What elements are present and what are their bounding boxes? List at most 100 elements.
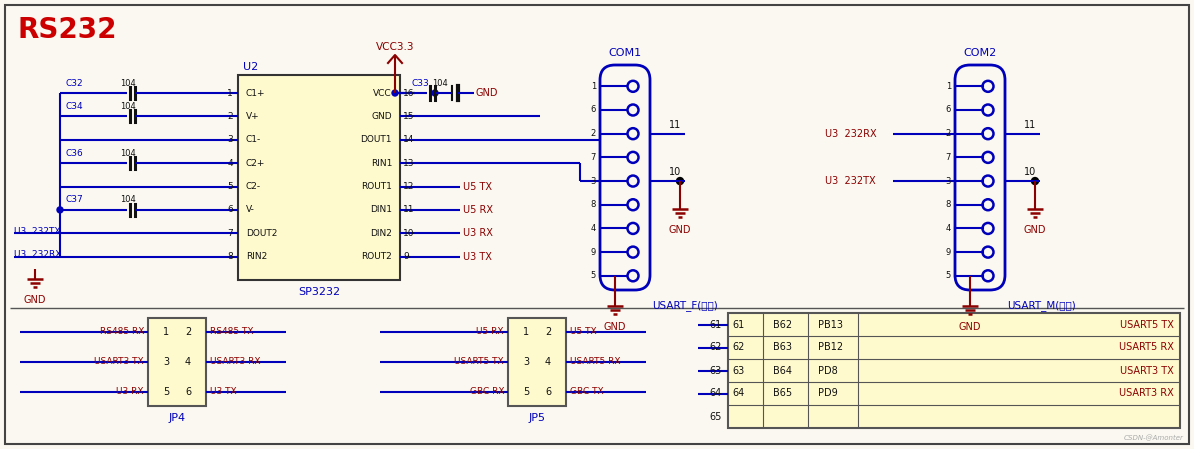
Text: USART3 RX: USART3 RX <box>1119 388 1174 399</box>
Text: USART5 TX: USART5 TX <box>1120 320 1174 330</box>
Text: U3  232RX: U3 232RX <box>14 250 61 259</box>
Text: 2: 2 <box>227 112 233 121</box>
Text: 9: 9 <box>946 247 950 257</box>
Circle shape <box>1032 177 1039 185</box>
Text: 10: 10 <box>669 167 682 177</box>
Text: GND: GND <box>669 225 691 235</box>
Text: V-: V- <box>246 205 254 214</box>
Text: 13: 13 <box>404 158 414 167</box>
Text: 7: 7 <box>591 153 596 162</box>
Text: 104: 104 <box>121 102 136 111</box>
Text: 5: 5 <box>162 387 170 397</box>
Text: 9: 9 <box>404 252 408 261</box>
Text: JP5: JP5 <box>529 413 546 423</box>
Text: ROUT1: ROUT1 <box>361 182 392 191</box>
Text: 3: 3 <box>162 357 170 367</box>
Text: U3 TX: U3 TX <box>463 251 492 262</box>
Text: U3 TX: U3 TX <box>210 387 236 396</box>
Text: VCC3.3: VCC3.3 <box>376 42 414 52</box>
Text: 12: 12 <box>404 182 414 191</box>
Text: PD8: PD8 <box>818 365 838 375</box>
Text: USART5 TX: USART5 TX <box>455 357 504 366</box>
Bar <box>148 318 207 406</box>
Text: RS485 RX: RS485 RX <box>99 327 144 336</box>
Text: 6: 6 <box>227 205 233 214</box>
Text: RS232: RS232 <box>18 16 117 44</box>
Text: U3  232RX: U3 232RX <box>825 129 876 139</box>
Text: USART3 TX: USART3 TX <box>1120 365 1174 375</box>
Text: 2: 2 <box>544 327 552 337</box>
Text: 4: 4 <box>946 224 950 233</box>
Text: 65: 65 <box>709 411 722 422</box>
Text: 11: 11 <box>1024 120 1036 130</box>
Text: GND: GND <box>1023 225 1046 235</box>
Text: USART3 TX: USART3 TX <box>94 357 144 366</box>
Text: 4: 4 <box>591 224 596 233</box>
Text: U5 TX: U5 TX <box>463 181 492 192</box>
Text: C36: C36 <box>64 149 82 158</box>
Text: GND: GND <box>604 322 626 332</box>
Circle shape <box>57 207 63 213</box>
Text: 5: 5 <box>523 387 529 397</box>
Text: SP3232: SP3232 <box>298 287 340 297</box>
Text: GND: GND <box>371 112 392 121</box>
Text: 1: 1 <box>523 327 529 337</box>
Text: C2+: C2+ <box>246 158 265 167</box>
Text: U2: U2 <box>244 62 258 72</box>
Text: 8: 8 <box>946 200 950 209</box>
Text: VCC: VCC <box>374 88 392 97</box>
Text: C34: C34 <box>64 102 82 111</box>
Bar <box>728 313 1180 428</box>
Text: 5: 5 <box>227 182 233 191</box>
Text: 16: 16 <box>404 88 414 97</box>
Text: 3: 3 <box>227 135 233 144</box>
Text: USART5 RX: USART5 RX <box>1119 343 1174 352</box>
Text: 14: 14 <box>404 135 414 144</box>
Text: ROUT2: ROUT2 <box>362 252 392 261</box>
Text: PB12: PB12 <box>818 343 843 352</box>
Text: 7: 7 <box>946 153 950 162</box>
Text: 63: 63 <box>732 365 744 375</box>
Text: U5 RX: U5 RX <box>463 205 493 215</box>
Text: B63: B63 <box>773 343 792 352</box>
Text: USART3 RX: USART3 RX <box>210 357 260 366</box>
Text: 8: 8 <box>227 252 233 261</box>
Text: 62: 62 <box>709 343 722 352</box>
Text: PD9: PD9 <box>818 388 838 399</box>
Text: 3: 3 <box>591 176 596 185</box>
Text: 2: 2 <box>591 129 596 138</box>
Text: DIN1: DIN1 <box>370 205 392 214</box>
Text: C33: C33 <box>412 79 430 88</box>
Text: 64: 64 <box>709 388 722 399</box>
Text: 10: 10 <box>404 229 414 238</box>
Text: 7: 7 <box>227 229 233 238</box>
Circle shape <box>677 177 683 185</box>
Text: 1: 1 <box>591 82 596 91</box>
Text: 104: 104 <box>432 79 448 88</box>
Text: PB13: PB13 <box>818 320 843 330</box>
Bar <box>238 75 400 280</box>
Text: DIN2: DIN2 <box>370 229 392 238</box>
Text: 6: 6 <box>544 387 552 397</box>
Text: GBC TX: GBC TX <box>570 387 604 396</box>
Text: 8: 8 <box>591 200 596 209</box>
Text: 1: 1 <box>162 327 170 337</box>
Text: 2: 2 <box>946 129 950 138</box>
Text: V+: V+ <box>246 112 259 121</box>
Text: 5: 5 <box>591 271 596 280</box>
Text: U3  232TX: U3 232TX <box>825 176 875 186</box>
Circle shape <box>432 90 438 96</box>
Text: RIN1: RIN1 <box>370 158 392 167</box>
Text: U3 RX: U3 RX <box>463 228 493 238</box>
Text: JP4: JP4 <box>168 413 185 423</box>
Text: GND: GND <box>476 88 499 98</box>
Text: C1+: C1+ <box>246 88 265 97</box>
Text: RS485 TX: RS485 TX <box>210 327 253 336</box>
Text: U5 TX: U5 TX <box>570 327 597 336</box>
Text: DOUT2: DOUT2 <box>246 229 277 238</box>
Text: USART_M(公头): USART_M(公头) <box>1007 300 1076 312</box>
Text: 6: 6 <box>591 106 596 114</box>
Text: 6: 6 <box>185 387 191 397</box>
Text: 5: 5 <box>946 271 950 280</box>
Text: 61: 61 <box>732 320 744 330</box>
